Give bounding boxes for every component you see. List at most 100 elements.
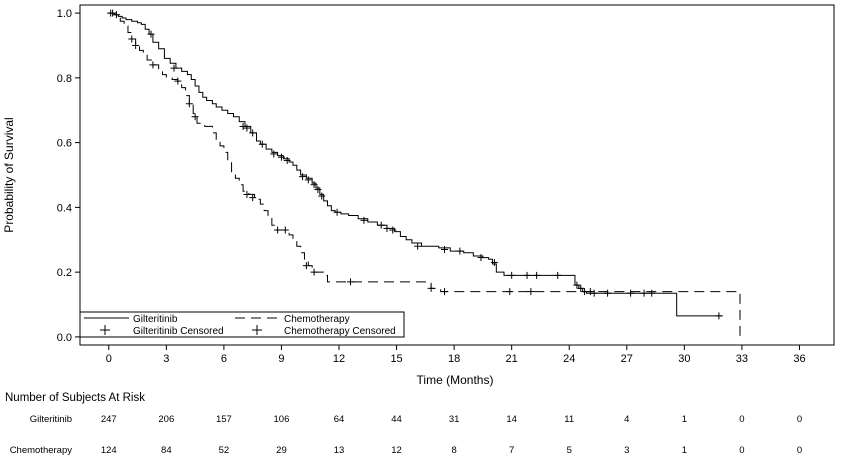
- y-tick-label-1: 0.2: [57, 267, 72, 279]
- gilteritinib-censor-mark: [299, 173, 307, 181]
- y-tick-label-2: 0.4: [57, 202, 72, 214]
- gilteritinib-censor-mark: [304, 176, 312, 184]
- legend-gilteritinib-censored-marker: [100, 325, 110, 335]
- at-risk-count-gilteritinib-24: 11: [564, 414, 574, 425]
- x-tick-label-27: 27: [621, 353, 633, 365]
- survival-curves: [108, 12, 741, 337]
- gilteritinib-censor-mark: [243, 124, 251, 132]
- at-risk-row-label-chemotherapy: Chemotherapy: [10, 445, 73, 456]
- x-tick-label-36: 36: [793, 353, 805, 365]
- gilteritinib-censor-mark: [270, 150, 278, 158]
- at-risk-count-gilteritinib-15: 44: [391, 414, 402, 425]
- at-risk-count-chemotherapy-15: 12: [391, 445, 402, 456]
- gilteritinib-censor-mark: [554, 271, 562, 279]
- gilteritinib-censor-mark: [377, 221, 385, 229]
- at-risk-count-gilteritinib-18: 31: [449, 414, 460, 425]
- gilteritinib-censor-mark: [523, 271, 531, 279]
- x-tick-label-0: 0: [106, 353, 112, 365]
- y-tick-label-3: 0.6: [57, 138, 72, 150]
- gilteritinib-censor-mark: [715, 312, 723, 320]
- at-risk-title: Number of Subjects At Risk: [5, 392, 145, 404]
- gilteritinib-censor-mark: [648, 289, 656, 297]
- y-tick-label-0: 0.0: [57, 332, 72, 344]
- x-tick-label-9: 9: [278, 353, 284, 365]
- x-tick-label-18: 18: [448, 353, 460, 365]
- chemotherapy-censor-mark: [149, 61, 157, 69]
- gilteritinib-censor-mark: [333, 208, 341, 216]
- at-risk-count-chemotherapy-24: 5: [567, 445, 572, 456]
- gilteritinib-censor-mark: [590, 289, 598, 297]
- legend-chemotherapy-censored-label: Chemotherapy Censored: [284, 326, 396, 337]
- gilteritinib-censor-mark: [627, 289, 635, 297]
- plot-frame: [79, 4, 835, 346]
- gilteritinib-censor-mark: [314, 186, 322, 194]
- at-risk-count-gilteritinib-33: 0: [739, 414, 744, 425]
- gilteritinib-censor-mark: [477, 254, 485, 262]
- censor-marks: [107, 9, 723, 320]
- x-tick-label-6: 6: [221, 353, 227, 365]
- chemotherapy-censor-mark: [185, 100, 193, 108]
- y-tick-label-5: 1.0: [57, 8, 72, 20]
- gilteritinib-censor-mark: [533, 271, 541, 279]
- gilteritinib-censor-mark: [640, 289, 648, 297]
- gilteritinib-censor-mark: [283, 156, 291, 164]
- x-tick-label-3: 3: [163, 353, 169, 365]
- at-risk-count-gilteritinib-36: 0: [797, 414, 802, 425]
- chemotherapy-censor-mark: [107, 9, 115, 17]
- gilteritinib-censor-mark: [389, 226, 397, 234]
- gilteritinib-censor-mark: [112, 11, 120, 19]
- chemotherapy-censor-mark: [302, 262, 310, 270]
- legend-gilteritinib-censored-label: Gilteritinib Censored: [133, 326, 224, 337]
- gilteritinib-censor-mark: [360, 216, 368, 224]
- at-risk-count-gilteritinib-30: 1: [682, 414, 687, 425]
- chemotherapy-censor-mark: [132, 41, 140, 49]
- at-risk-count-chemotherapy-9: 29: [276, 445, 287, 456]
- x-tick-label-30: 30: [678, 353, 690, 365]
- at-risk-count-chemotherapy-30: 1: [682, 445, 687, 456]
- at-risk-count-chemotherapy-3: 84: [161, 445, 172, 456]
- gilteritinib-censor-mark: [258, 140, 266, 148]
- legend: Gilteritinib Chemotherapy Gilteritinib C…: [79, 311, 405, 338]
- gilteritinib-censor-mark: [573, 281, 581, 289]
- chemotherapy-censor-mark: [506, 288, 514, 296]
- legend-gilteritinib-label: Gilteritinib: [133, 314, 178, 325]
- at-risk-count-chemotherapy-6: 52: [219, 445, 230, 456]
- y-axis-title: Probability of Survival: [2, 117, 16, 232]
- at-risk-count-gilteritinib-21: 14: [506, 414, 517, 425]
- chemotherapy-censor-mark: [243, 190, 251, 198]
- at-risk-count-chemotherapy-0: 124: [101, 445, 117, 456]
- gilteritinib-censor-mark: [170, 64, 178, 72]
- gilteritinib-censor-mark: [239, 122, 247, 130]
- gilteritinib-censor-mark: [147, 30, 155, 38]
- chemotherapy-censor-mark: [128, 35, 136, 43]
- at-risk-count-gilteritinib-9: 106: [274, 414, 290, 425]
- x-tick-label-15: 15: [390, 353, 402, 365]
- at-risk-row-label-gilteritinib: Gilteritinib: [30, 414, 72, 425]
- chemotherapy-censor-mark: [310, 268, 318, 276]
- at-risk-count-gilteritinib-27: 4: [624, 414, 629, 425]
- legend-chemotherapy-label: Chemotherapy: [284, 314, 350, 325]
- gilteritinib-censor-mark: [490, 258, 498, 266]
- axis-ticks: 0 3 6 9 12 15 18 21 24 27 30 33 360.00.20.40.60.81.0: [57, 8, 806, 365]
- chemotherapy-censor-mark: [527, 288, 535, 296]
- gilteritinib-censor-mark: [310, 181, 318, 189]
- gilteritinib-censor-mark: [604, 289, 612, 297]
- at-risk-count-gilteritinib-0: 247: [101, 414, 117, 425]
- legend-chemotherapy-censored-marker: [252, 325, 262, 335]
- gilteritinib-curve: [108, 12, 723, 317]
- chemotherapy-censor-mark: [347, 278, 355, 286]
- chemotherapy-censor-mark: [441, 288, 449, 296]
- at-risk-count-chemotherapy-27: 3: [624, 445, 629, 456]
- y-tick-label-4: 0.8: [57, 73, 72, 85]
- at-risk-count-chemotherapy-33: 0: [739, 445, 744, 456]
- at-risk-count-chemotherapy-18: 8: [451, 445, 456, 456]
- gilteritinib-censor-mark: [383, 224, 391, 232]
- chemotherapy-curve: [108, 12, 741, 337]
- gilteritinib-censor-mark: [318, 192, 326, 200]
- gilteritinib-censor-mark: [456, 247, 464, 255]
- gilteritinib-censor-mark: [441, 245, 449, 253]
- chemotherapy-censor-mark: [174, 77, 182, 85]
- gilteritinib-censor-mark: [414, 242, 422, 250]
